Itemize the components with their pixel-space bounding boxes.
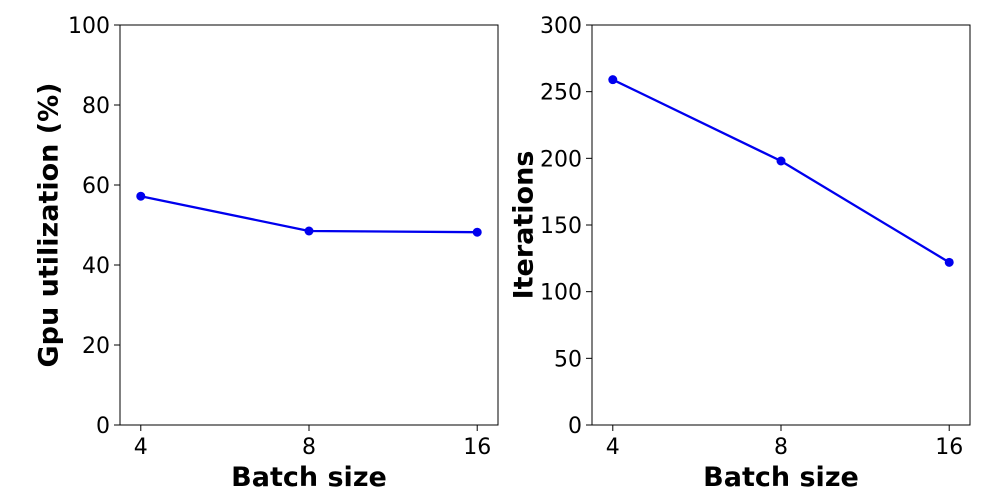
y-axis-label: Gpu utilization (%)	[34, 82, 65, 367]
y-tick-label: 20	[82, 334, 110, 359]
y-axis-label: Iterations	[509, 151, 540, 300]
y-tick-label: 60	[82, 174, 110, 199]
series-line	[612, 78, 950, 264]
data-point	[776, 156, 786, 166]
x-tick-label: 4	[606, 435, 620, 460]
data-point	[304, 226, 314, 236]
gpu-utilization-chart: 0 20 40 60 80 100 4 8 16 Batch size Gpu utilizatio…	[34, 14, 499, 493]
x-tick-label: 16	[463, 435, 491, 460]
data-point	[944, 257, 954, 267]
y-tick-label: 50	[554, 347, 582, 372]
y-tick-label: 0	[568, 414, 582, 439]
y-tick-label: 300	[540, 14, 582, 39]
x-tick-label: 8	[774, 435, 788, 460]
x-axis-label: Batch size	[231, 462, 387, 493]
y-tick-label: 200	[540, 147, 582, 172]
y-tick-label: 100	[540, 281, 582, 306]
plot-frame	[591, 24, 971, 426]
x-tick-label: 8	[302, 435, 316, 460]
iterations-chart: 0 50 100 150 200 250 300 4 8 16 Batch size Iteratio…	[509, 14, 971, 493]
data-point	[608, 75, 618, 85]
y-tick-label: 40	[82, 254, 110, 279]
x-tick-label: 16	[935, 435, 963, 460]
y-tick-label: 150	[540, 214, 582, 239]
x-tick-label: 4	[134, 435, 148, 460]
y-tick-label: 0	[96, 414, 110, 439]
y-tick-label: 250	[540, 81, 582, 106]
y-tick-label: 80	[82, 94, 110, 119]
x-axis-label: Batch size	[703, 462, 859, 493]
plot-frame	[119, 24, 499, 426]
data-point	[472, 227, 482, 237]
y-tick-label: 100	[68, 14, 110, 39]
data-point	[136, 191, 146, 201]
